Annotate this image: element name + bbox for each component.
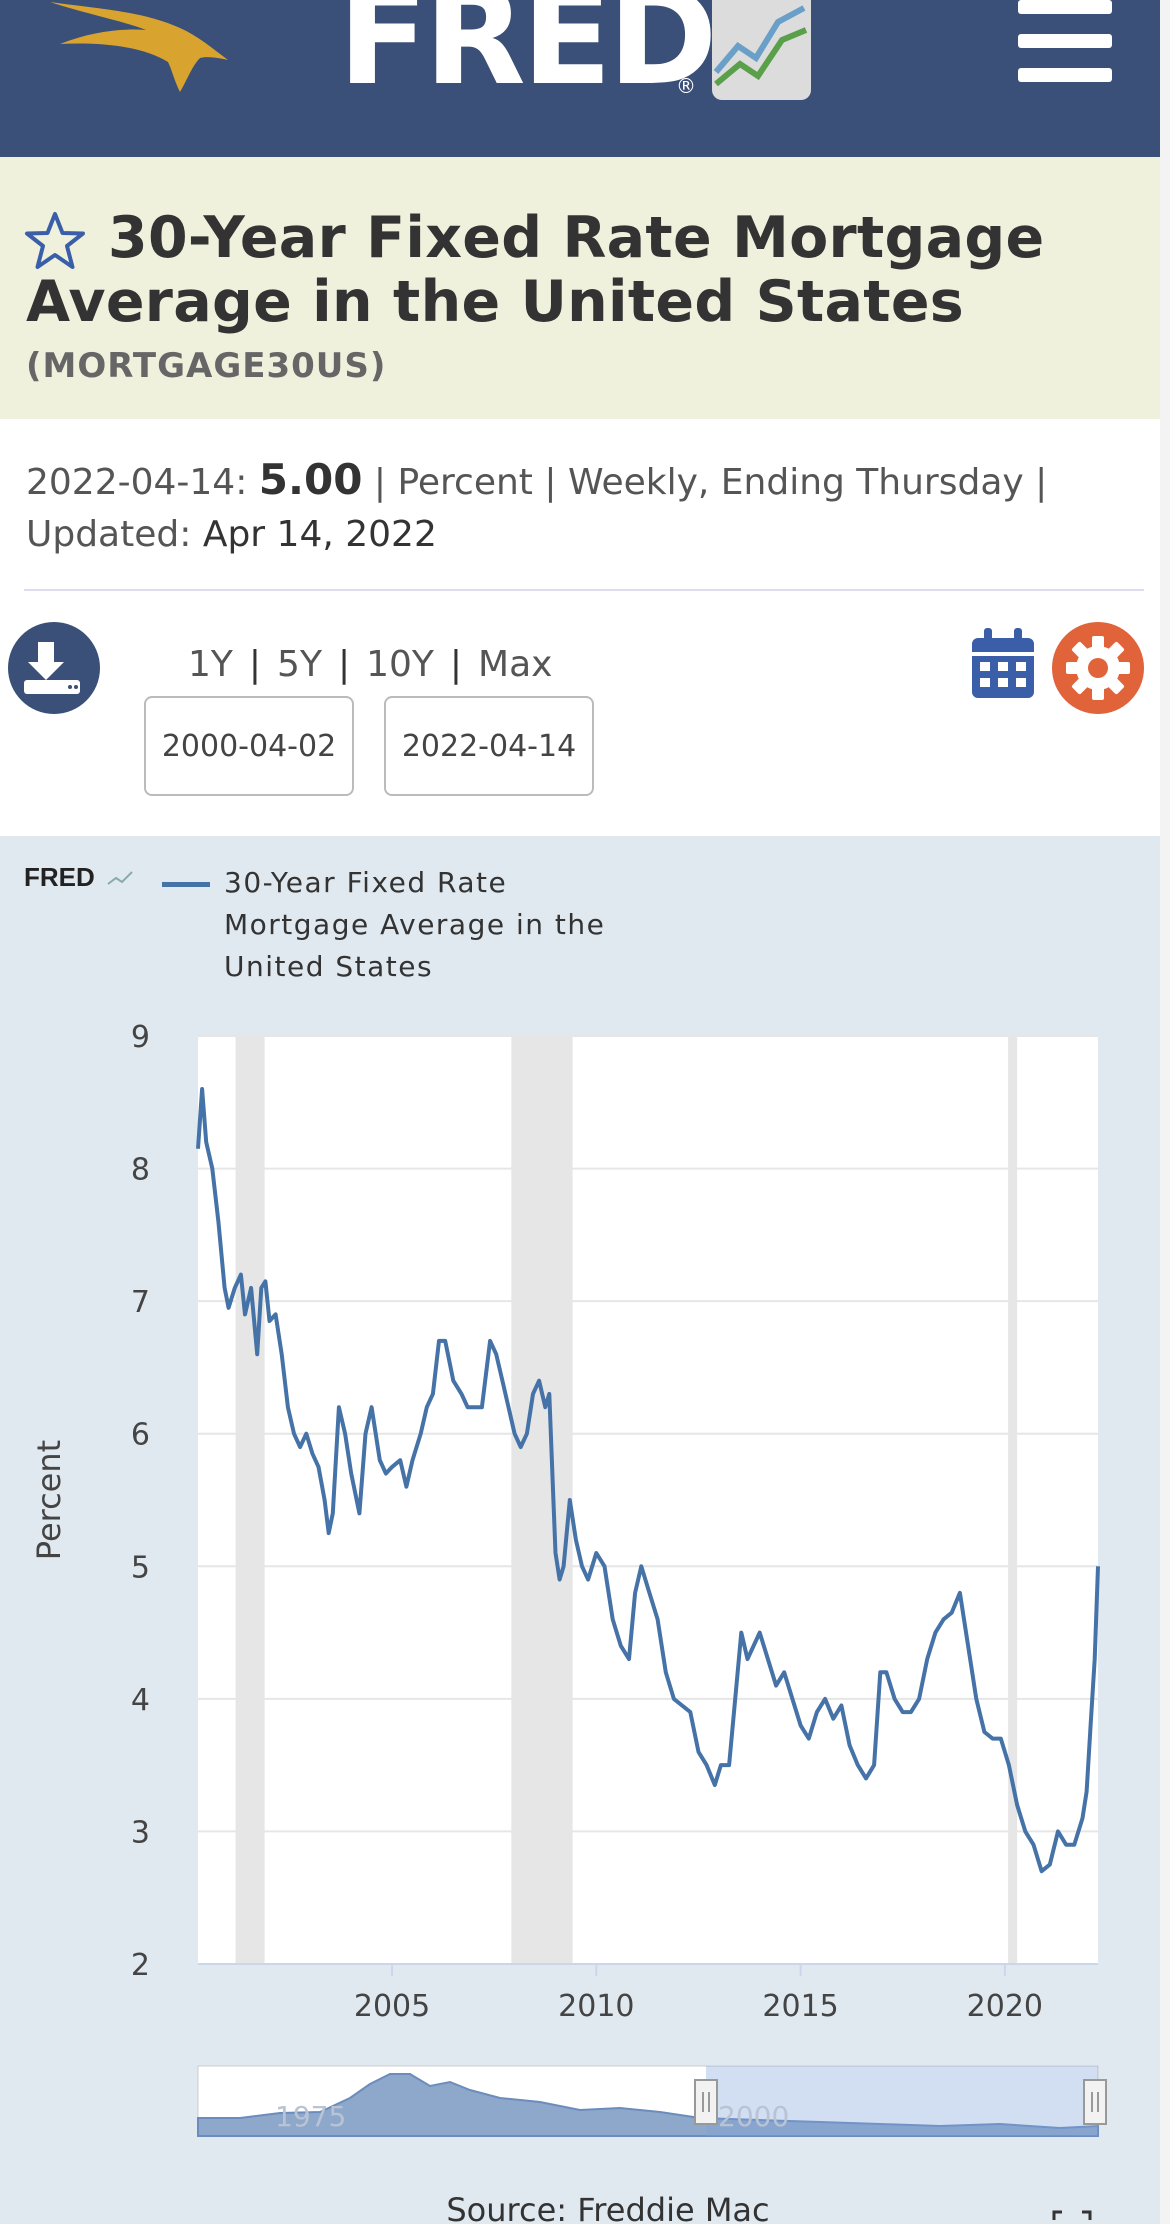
- recession-band-0: [235, 1036, 265, 1964]
- frequency: Weekly, Ending Thursday: [567, 462, 1024, 503]
- recession-band-2: [1008, 1036, 1018, 1964]
- chart-brand: FRED: [24, 862, 95, 892]
- updated-date: Apr 14, 2022: [202, 514, 437, 555]
- legend-line-3: United States: [224, 950, 433, 983]
- series-line: [196, 1087, 1100, 1874]
- scrollbar-track[interactable]: [1160, 0, 1170, 2224]
- x-tick-2005: 2005: [354, 1989, 430, 2024]
- legend-swatch: [162, 882, 210, 887]
- x-tick-2015: 2015: [762, 1989, 838, 2024]
- chart[interactable]: FRED 30-Year Fixed Rate Mortgage Average…: [0, 836, 1160, 2224]
- observation-date: 2022-04-14: [26, 462, 236, 503]
- series-id: (MORTGAGE30US): [26, 346, 387, 386]
- fred-logo[interactable]: FRED: [338, 0, 718, 115]
- x-tick-2010: 2010: [558, 1989, 634, 2024]
- title-band: [0, 157, 1160, 419]
- registered-mark: ®: [676, 74, 696, 98]
- chart-region: FRED 30-Year Fixed Rate Mortgage Average…: [0, 836, 1160, 2224]
- x-tick-2020: 2020: [967, 1989, 1043, 2024]
- range-10y[interactable]: 10Y: [366, 644, 434, 685]
- legend-line-1: 30-Year Fixed Rate: [224, 866, 507, 899]
- y-tick-3: 3: [131, 1815, 150, 1850]
- updated-label: Updated:: [26, 514, 192, 555]
- end-date-input[interactable]: 2022-04-14: [384, 696, 594, 796]
- fullscreen-icon[interactable]: [1052, 2210, 1092, 2220]
- navigator-selection[interactable]: [706, 2066, 1098, 2136]
- star-icon[interactable]: [24, 211, 86, 271]
- y-tick-5: 5: [131, 1550, 150, 1585]
- range-1y[interactable]: 1Y: [188, 644, 233, 685]
- y-tick-7: 7: [131, 1285, 150, 1320]
- range-max[interactable]: Max: [478, 644, 553, 685]
- page-title: 30-Year Fixed Rate Mortgage Average in t…: [26, 205, 1045, 335]
- recession-band-1: [511, 1036, 573, 1964]
- gear-icon[interactable]: [1052, 622, 1144, 714]
- divider: [24, 589, 1144, 591]
- observation-value: 5.00: [258, 455, 363, 504]
- chart-brand-icon: [107, 871, 133, 885]
- y-tick-9: 9: [131, 1020, 150, 1055]
- plot-area: [198, 1036, 1098, 1964]
- y-tick-4: 4: [131, 1683, 150, 1718]
- start-date-input[interactable]: 2000-04-02: [144, 696, 354, 796]
- y-axis-label: Percent: [30, 1440, 68, 1560]
- navigator-series: [197, 2073, 1099, 2137]
- legend-line-2: Mortgage Average in the: [224, 908, 605, 941]
- navigator-label-1975: 1975: [275, 2100, 346, 2133]
- menu-icon[interactable]: [1018, 0, 1112, 84]
- range-5y[interactable]: 5Y: [277, 644, 322, 685]
- y-tick-8: 8: [131, 1153, 150, 1188]
- stlouisfed-eagle-icon[interactable]: [50, 0, 235, 100]
- units: Percent: [397, 462, 533, 503]
- range-selector: 1Y | 5Y | 10Y | Max: [188, 644, 553, 685]
- calendar-icon[interactable]: [970, 628, 1036, 700]
- chart-source: Source: Freddie Mac: [446, 2191, 769, 2224]
- navigator-handle-left[interactable]: [694, 2079, 718, 2125]
- series-meta: 2022-04-14: 5.00 | Percent | Weekly, End…: [26, 455, 1048, 555]
- download-icon[interactable]: [8, 622, 100, 714]
- y-tick-2: 2: [131, 1948, 150, 1983]
- navigator-handle-right[interactable]: [1083, 2079, 1107, 2125]
- navigator-label-2000: 2000: [718, 2100, 789, 2133]
- app-header: FRED ®: [0, 0, 1160, 157]
- fred-graph-icon: [712, 0, 811, 100]
- y-tick-6: 6: [131, 1418, 150, 1453]
